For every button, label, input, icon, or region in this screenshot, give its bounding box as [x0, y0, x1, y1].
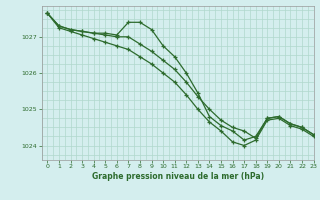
X-axis label: Graphe pression niveau de la mer (hPa): Graphe pression niveau de la mer (hPa)	[92, 172, 264, 181]
